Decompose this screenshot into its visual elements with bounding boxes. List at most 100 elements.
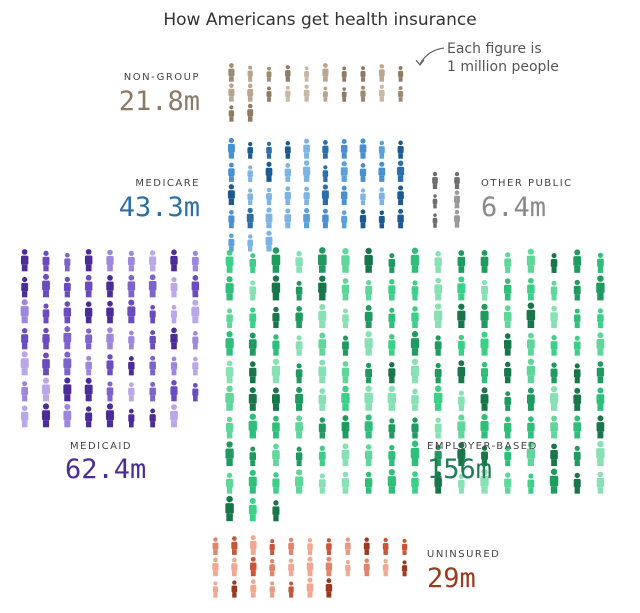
figure-medicaid — [21, 327, 29, 350]
figure-employer-based — [272, 387, 280, 411]
figure-employer-based — [573, 472, 581, 494]
figure-medicare — [284, 163, 291, 182]
figure-employer-based — [271, 247, 281, 273]
figure-uninsured — [345, 559, 351, 577]
figure-employer-based — [550, 415, 558, 439]
figure-medicaid — [149, 330, 156, 350]
figure-employer-based — [434, 444, 442, 467]
figure-employer-based — [550, 362, 558, 384]
figure-non-group — [378, 84, 385, 102]
figure-medicaid — [42, 377, 50, 402]
figure-uninsured — [306, 556, 314, 577]
figure-non-group — [360, 85, 366, 102]
figure-medicare — [228, 209, 235, 229]
value-other-public: 6.4m — [481, 192, 547, 223]
figure-medicare — [340, 185, 348, 206]
figure-employer-based — [318, 275, 327, 301]
figure-other-public — [432, 213, 438, 228]
label-uninsured: UNINSURED — [427, 549, 501, 560]
figure-medicare — [247, 234, 254, 252]
figure-medicaid — [42, 352, 50, 376]
figure-employer-based — [596, 332, 605, 356]
figure-employer-based — [480, 331, 489, 356]
value-uninsured: 29m — [427, 563, 476, 594]
figure-employer-based — [411, 417, 419, 439]
figure-medicare — [247, 165, 253, 182]
figure-medicare — [397, 208, 404, 229]
figure-uninsured — [288, 537, 294, 555]
figure-non-group — [303, 84, 310, 102]
figure-medicare — [321, 184, 329, 206]
figure-employer-based — [341, 385, 350, 411]
figure-other-public — [454, 209, 460, 228]
figure-uninsured — [325, 578, 333, 598]
figure-employer-based — [364, 444, 373, 467]
figure-employer-based — [295, 386, 304, 411]
figure-medicaid — [42, 273, 50, 298]
figure-medicare — [397, 140, 404, 159]
figure-employer-based — [504, 472, 512, 494]
figure-employer-based — [457, 250, 466, 273]
figure-medicaid — [21, 381, 29, 402]
figure-medicaid — [192, 382, 199, 402]
figure-employer-based — [388, 307, 396, 329]
figure-medicaid — [85, 355, 92, 376]
figure-medicaid — [63, 301, 72, 324]
figure-non-group — [285, 85, 291, 102]
figure-employer-based — [341, 278, 350, 301]
figure-employer-based — [434, 417, 442, 439]
figure-employer-based — [504, 416, 512, 439]
figure-employer-based — [387, 469, 396, 494]
figure-uninsured — [325, 556, 333, 577]
figure-uninsured — [401, 538, 408, 555]
figure-employer-based — [248, 498, 257, 522]
figure-employer-based — [388, 418, 396, 439]
figure-medicaid — [20, 249, 29, 272]
figure-employer-based — [411, 471, 419, 494]
figure-non-group — [322, 86, 328, 102]
unit-note-line2: 1 million people — [447, 59, 559, 75]
figure-employer-based — [550, 443, 558, 467]
figure-employer-based — [295, 415, 303, 439]
figure-employer-based — [550, 280, 558, 301]
figure-other-public — [454, 190, 460, 209]
figure-employer-based — [457, 334, 465, 356]
figure-employer-based — [272, 306, 280, 329]
figure-uninsured — [401, 560, 408, 577]
figure-employer-based — [596, 361, 605, 384]
figure-employer-based — [596, 440, 605, 466]
figure-employer-based — [248, 387, 257, 411]
figure-medicaid — [170, 356, 178, 376]
figure-employer-based — [295, 363, 303, 384]
figure-employer-based — [503, 305, 512, 329]
figure-medicare — [247, 141, 253, 159]
value-non-group: 21.8m — [118, 86, 200, 117]
figure-uninsured — [231, 536, 238, 555]
figure-non-group — [266, 86, 272, 102]
figure-employer-based — [342, 335, 349, 356]
figure-employer-based — [226, 308, 233, 329]
figure-employer-based — [526, 302, 536, 328]
figure-employer-based — [457, 303, 466, 329]
figure-employer-based — [271, 275, 281, 301]
figure-medicare — [265, 207, 273, 229]
figure-employer-based — [318, 303, 327, 329]
figure-non-group — [341, 66, 347, 82]
figure-employer-based — [526, 387, 535, 411]
figure-medicaid — [63, 276, 71, 298]
figure-employer-based — [272, 443, 280, 467]
figure-medicaid — [63, 326, 72, 350]
label-medicare: MEDICARE — [135, 178, 200, 189]
figure-medicaid — [191, 275, 200, 298]
figure-uninsured — [212, 557, 219, 577]
figure-medicare — [284, 186, 291, 206]
figure-medicaid — [106, 327, 114, 350]
figure-employer-based — [387, 385, 397, 411]
figure-employer-based — [272, 472, 280, 494]
figure-employer-based — [434, 277, 442, 301]
figure-employer-based — [480, 387, 489, 411]
figure-employer-based — [504, 278, 512, 301]
figure-uninsured — [231, 580, 238, 598]
